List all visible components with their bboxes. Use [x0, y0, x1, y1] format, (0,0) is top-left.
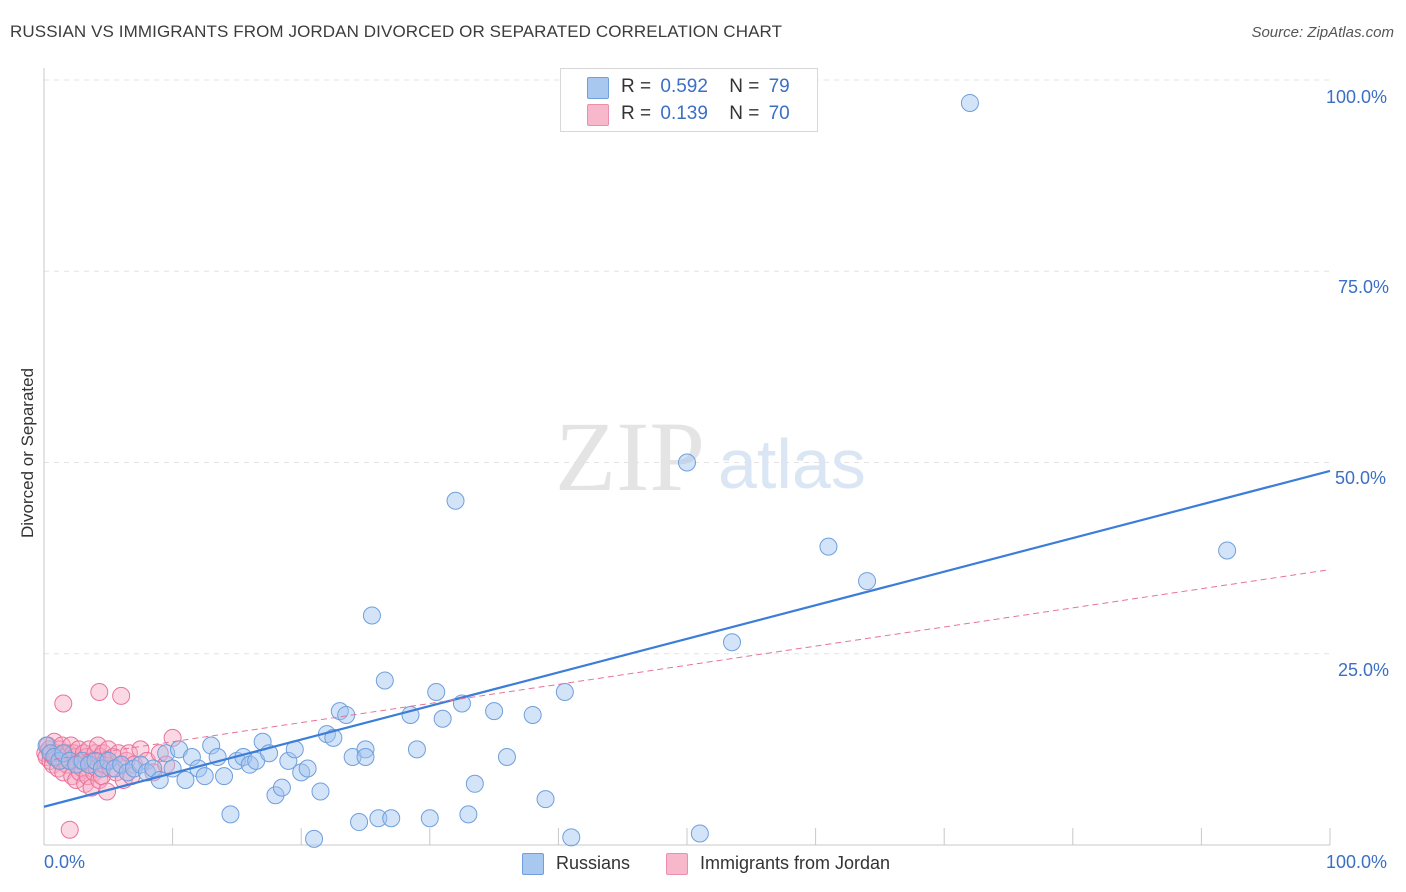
- data-point-jordan: [112, 686, 131, 705]
- data-point-russians: [375, 671, 394, 690]
- watermark: ZIP atlas: [555, 401, 866, 512]
- data-point-jordan: [131, 740, 150, 759]
- data-point-russians: [678, 453, 696, 472]
- data-point-russians: [350, 813, 369, 832]
- data-point-russians: [298, 759, 317, 778]
- data-point-russians: [465, 774, 484, 793]
- data-point-russians: [311, 782, 330, 801]
- data-point-jordan: [60, 820, 79, 839]
- data-point-russians: [182, 748, 201, 767]
- data-point-jordan: [150, 744, 169, 763]
- data-point-russians: [523, 705, 542, 724]
- data-point-russians: [195, 767, 214, 786]
- trend-line-russians: [43, 469, 1331, 808]
- data-point-russians: [497, 748, 516, 767]
- legend-swatch-blue: [587, 77, 609, 99]
- trend-lines: [43, 469, 1331, 808]
- legend-r-value: 0.592: [660, 76, 708, 97]
- data-point-russians: [858, 572, 877, 591]
- legend-label-russians: Russians: [556, 853, 631, 873]
- data-point-russians: [960, 93, 979, 112]
- legend-swatch-pink: [587, 104, 609, 126]
- data-point-russians: [144, 759, 163, 778]
- watermark-atlas: atlas: [718, 425, 866, 503]
- axes: [43, 68, 1331, 846]
- data-point-russians: [202, 736, 221, 755]
- y-tick-label: 100.0%: [1326, 87, 1388, 107]
- trend-line-jordan: [43, 569, 1331, 762]
- data-point-russians: [562, 828, 581, 847]
- x-tick-label: 0.0%: [44, 852, 86, 872]
- data-point-russians: [485, 702, 504, 721]
- data-point-russians: [266, 786, 285, 805]
- data-point-russians: [356, 748, 375, 767]
- data-point-russians: [723, 633, 742, 652]
- data-point-russians: [690, 824, 709, 843]
- data-point-russians: [427, 683, 446, 701]
- legend-r-label: R =: [621, 76, 652, 97]
- chart-title: RUSSIAN VS IMMIGRANTS FROM JORDAN DIVORC…: [10, 22, 783, 41]
- legend-swatch-pink: [666, 853, 688, 875]
- data-point-russians: [221, 805, 240, 824]
- legend-label-jordan: Immigrants from Jordan: [700, 853, 891, 873]
- data-point-russians: [92, 759, 111, 778]
- legend-n-value: 70: [768, 103, 790, 124]
- correlation-legend: R = 0.592 N = 79 R = 0.139 N = 70: [560, 68, 818, 132]
- legend-n-value: 79: [768, 76, 790, 97]
- source-text: Source: ZipAtlas.com: [1251, 24, 1394, 41]
- legend-n-label: N =: [729, 76, 760, 97]
- y-tick-label: 50.0%: [1335, 468, 1387, 488]
- data-point-russians: [459, 805, 478, 824]
- grid: [44, 79, 1330, 655]
- y-tick-label: 75.0%: [1338, 277, 1390, 297]
- data-point-russians: [176, 770, 195, 789]
- data-point-russians: [433, 709, 452, 728]
- legend-r-value: 0.139: [660, 103, 708, 124]
- data-point-russians: [86, 751, 105, 770]
- data-point-russians: [382, 809, 401, 828]
- data-point-russians: [305, 829, 324, 848]
- data-point-russians: [369, 809, 388, 828]
- y-axis-label: Divorced or Separated: [18, 367, 37, 539]
- data-point-russians: [536, 790, 555, 809]
- legend-swatch-blue: [522, 853, 544, 875]
- data-point-russians: [819, 537, 838, 556]
- data-point-jordan: [54, 694, 73, 713]
- data-point-russians: [324, 728, 343, 747]
- data-point-russians: [362, 606, 381, 625]
- data-point-russians: [1218, 541, 1237, 560]
- y-tick-label: 25.0%: [1338, 660, 1390, 680]
- data-point-jordan: [90, 683, 109, 701]
- data-point-russians: [356, 740, 375, 759]
- data-point-russians: [272, 778, 291, 797]
- data-point-russians: [446, 491, 465, 510]
- legend-n-label: N =: [729, 103, 760, 124]
- data-point-russians: [555, 683, 574, 701]
- data-point-jordan: [82, 778, 101, 797]
- data-point-russians: [407, 740, 426, 759]
- x-tick-label: 100.0%: [1326, 852, 1388, 872]
- data-point-russians: [215, 767, 234, 786]
- data-point-russians: [279, 751, 298, 770]
- watermark-zip: ZIP: [555, 401, 705, 512]
- data-point-jordan: [109, 744, 128, 763]
- legend-r-label: R =: [621, 103, 652, 124]
- series-russians-points: [37, 93, 1237, 848]
- data-point-russians: [420, 809, 439, 828]
